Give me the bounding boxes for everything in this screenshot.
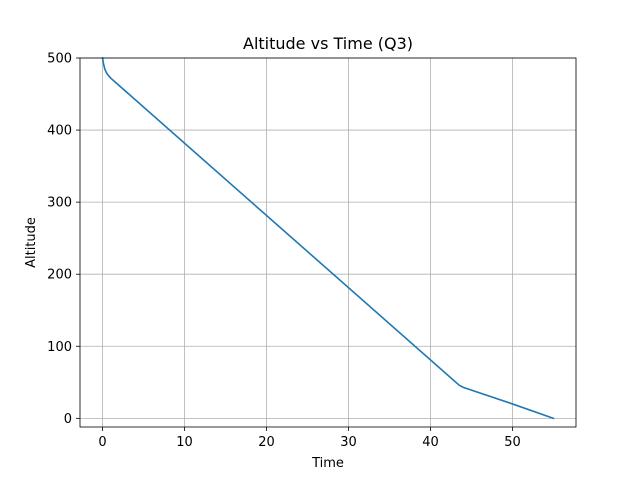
x-tick-label: 40 [422, 435, 439, 450]
x-axis-label: Time [311, 456, 344, 471]
grid-layer [80, 57, 576, 427]
chart-title: Altitude vs Time (Q3) [243, 34, 413, 53]
y-tick-label: 100 [47, 340, 72, 355]
altitude-series-line [101, 57, 555, 420]
x-tick-label: 10 [176, 435, 193, 450]
y-axis-label: Altitude [24, 217, 39, 268]
x-tick-label: 50 [504, 435, 521, 450]
x-tick-label: 20 [258, 435, 275, 450]
x-tick-label: 30 [340, 435, 357, 450]
y-tick-label: 500 [47, 52, 72, 67]
x-tick-label: 0 [98, 435, 106, 450]
y-tick-label: 400 [47, 124, 72, 139]
y-tick-label: 0 [64, 412, 72, 427]
y-tick-label: 300 [47, 196, 72, 211]
y-tick-label: 200 [47, 268, 72, 283]
series-layer [101, 57, 555, 420]
axes-frame [79, 57, 577, 428]
